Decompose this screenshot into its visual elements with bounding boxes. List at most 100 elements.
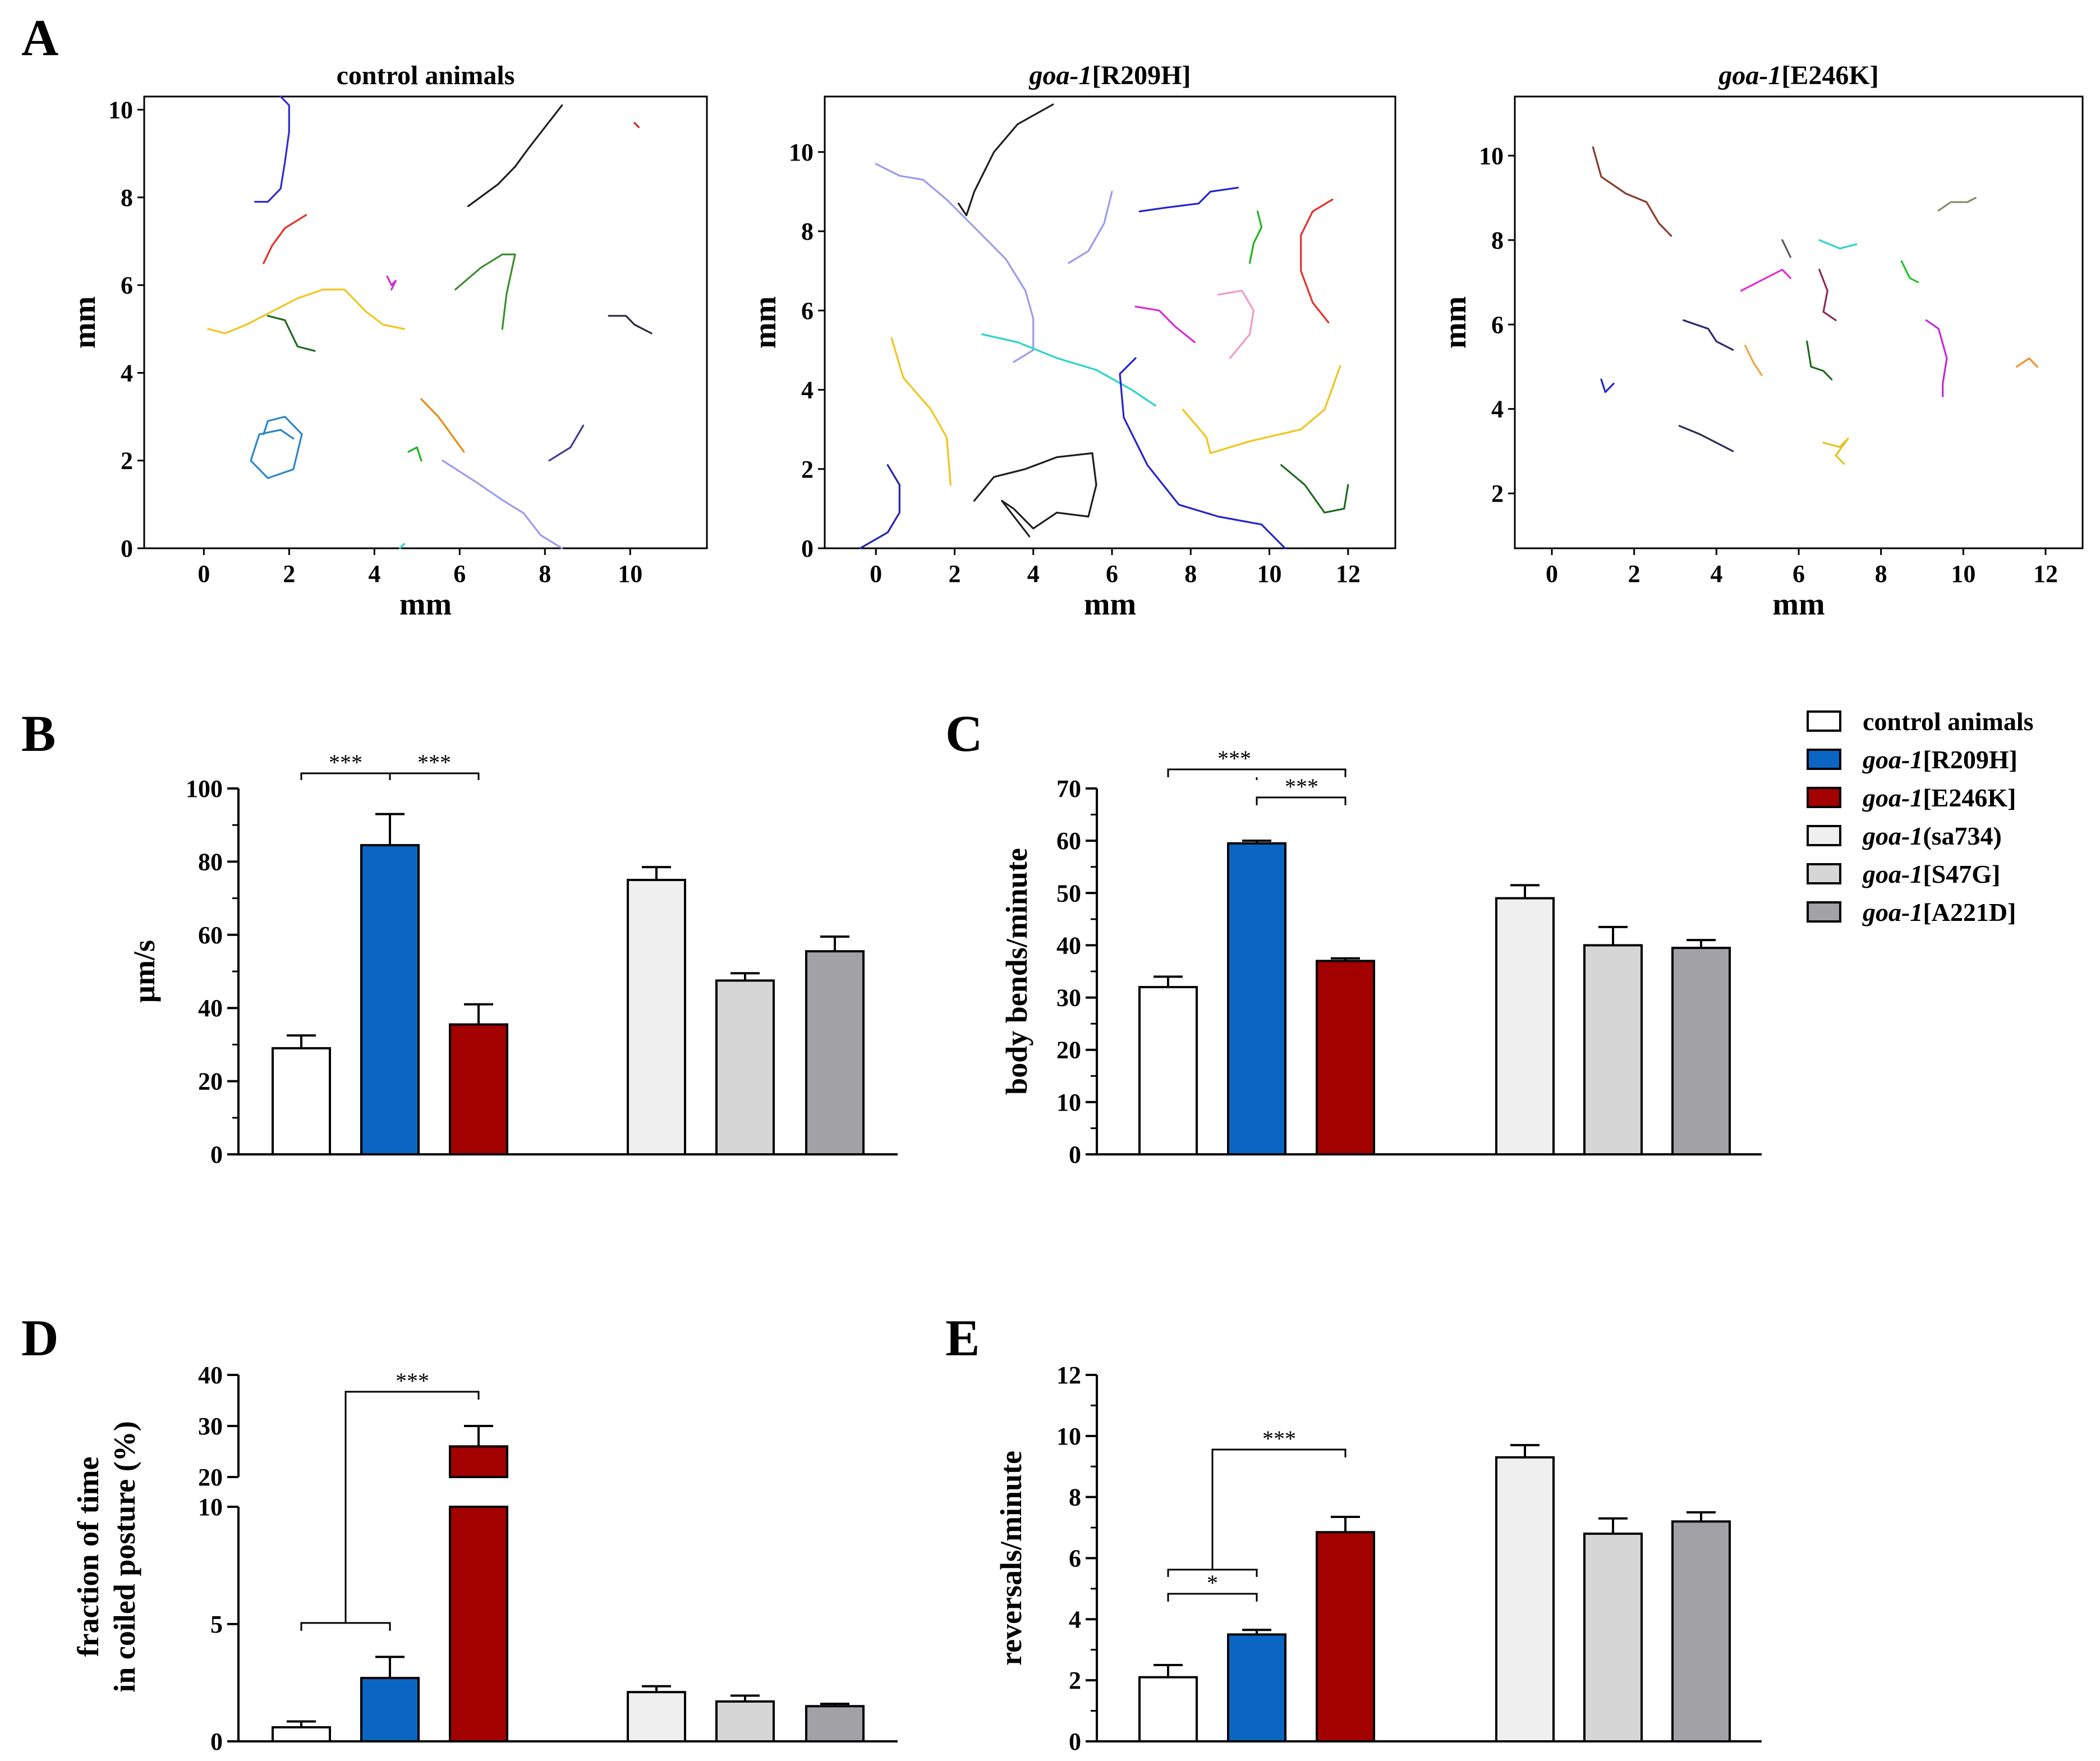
legend-label-allele: [E246K] — [1923, 783, 2016, 812]
y-tick-label: 2 — [1491, 480, 1504, 507]
panel-letter-e: E — [945, 1309, 980, 1366]
legend-item-S47G: goa-1[S47G] — [1807, 860, 2000, 888]
legend-label-allele: [A221D] — [1923, 898, 2016, 927]
worm-track — [548, 424, 585, 462]
bar-S47G — [1583, 944, 1643, 1156]
bar-A221D — [1671, 1520, 1731, 1742]
x-tick-label: 0 — [1546, 560, 1558, 588]
significance-bracket — [1167, 1593, 1258, 1602]
y-axis-label: mm — [1438, 296, 1473, 348]
legend-label-allele: (sa734) — [1923, 822, 2002, 850]
y-tick-label: 100 — [186, 775, 223, 802]
legend-label-allele: [S47G] — [1923, 860, 2000, 888]
y-tick-label: 6 — [1491, 311, 1504, 338]
y-tick-label: 4 — [801, 377, 814, 404]
worm-track — [1119, 357, 1286, 549]
y-tick-label: 4 — [1491, 396, 1504, 423]
plot-frame — [143, 95, 708, 549]
worm-track — [1822, 437, 1849, 465]
legend-label: goa-1[A221D] — [1862, 898, 2016, 927]
y-axis-label: reversals/minute — [994, 1451, 1028, 1666]
y-tick-label: 0 — [210, 1141, 223, 1168]
y-tick-label: 2 — [121, 447, 133, 475]
legend-label-allele: [R209H] — [1923, 745, 2018, 774]
worm-track — [981, 333, 1156, 407]
panel-letter-c: C — [945, 705, 982, 762]
y-tick-label: 4 — [1069, 1606, 1081, 1633]
y-tick-label: 10 — [108, 96, 133, 123]
y-tick-label: 2 — [801, 456, 814, 483]
y-tick-label: 10 — [1479, 142, 1504, 169]
worm-track — [1134, 305, 1196, 343]
x-axis-label: mm — [399, 587, 452, 622]
y-tick-label: 60 — [1056, 827, 1081, 855]
legend-swatch-S47G — [1807, 863, 1841, 884]
y-tick-label: 8 — [801, 218, 814, 245]
significance-bracket — [300, 1622, 391, 1631]
bar-sa734 — [627, 879, 686, 1155]
bar-R209H — [1227, 1633, 1286, 1743]
y-axis-label: mm — [748, 296, 783, 348]
y-axis-label-line2: in coiled posture (%) — [108, 1421, 141, 1693]
y-tick-label: 12 — [1056, 1361, 1081, 1389]
y-tick-label: 4 — [121, 359, 133, 387]
worm-track — [250, 415, 303, 479]
plot-title-gene: goa-1 — [1029, 61, 1092, 90]
bar-sa734 — [1495, 897, 1555, 1155]
x-tick-label: 8 — [1875, 560, 1887, 588]
bar-chart-C: 0 10 20 30 40 50 60 70 body bends/minute *** *** — [1000, 746, 1762, 1168]
worm-track — [1740, 268, 1791, 292]
bar-S47G — [1583, 1532, 1643, 1742]
worm-track — [420, 398, 465, 453]
x-tick-label: 4 — [1027, 560, 1040, 588]
significance-label: * — [1207, 1570, 1218, 1595]
legend-item-sa734: goa-1(sa734) — [1807, 822, 2002, 850]
plot-title: goa-1[R209H] — [1029, 61, 1191, 90]
x-tick-label: 2 — [948, 560, 961, 588]
y-tick-label: 80 — [198, 848, 223, 875]
y-tick-label: 40 — [198, 1361, 223, 1389]
worm-track — [1248, 210, 1263, 264]
worm-track — [957, 103, 1054, 217]
worm-track — [1806, 340, 1833, 380]
worm-track — [407, 446, 422, 462]
worm-track — [467, 104, 563, 207]
y-tick-label: 70 — [1056, 775, 1081, 802]
x-tick-label: 12 — [2033, 560, 2058, 588]
bar-E246K — [1316, 960, 1375, 1156]
plot-title-gene: goa-1 — [1718, 61, 1781, 90]
x-tick-label: 10 — [1257, 560, 1282, 588]
legend: control animalsgoa-1[R209H]goa-1[E246K]g… — [1807, 707, 2034, 927]
worm-track — [399, 543, 406, 549]
plot-frame — [1514, 95, 2084, 549]
bar-control — [1138, 985, 1198, 1155]
worm-track — [608, 315, 652, 334]
y-tick-label: 6 — [1069, 1545, 1081, 1572]
worm-track — [1068, 190, 1113, 264]
legend-label-gene: goa-1 — [1862, 822, 1923, 850]
y-tick-label: 30 — [198, 1413, 223, 1440]
y-axis-label: µm/s — [127, 940, 161, 1003]
x-tick-label: 2 — [283, 560, 295, 588]
significance-label: *** — [396, 1368, 429, 1393]
y-tick-label: 2 — [1069, 1667, 1081, 1694]
worm-track — [1781, 239, 1791, 258]
y-tick-label: 0 — [1069, 1728, 1081, 1755]
significance-bracket — [1256, 796, 1347, 805]
legend-label: goa-1[S47G] — [1862, 860, 2000, 888]
plot-title: control animals — [337, 61, 515, 90]
significance-label: *** — [329, 750, 362, 775]
worm-track — [1138, 186, 1239, 213]
plot-title: goa-1[E246K] — [1718, 61, 1878, 90]
bar-control — [272, 1726, 331, 1742]
bar-A221D — [805, 1705, 865, 1743]
legend-label-gene: goa-1 — [1862, 783, 1923, 812]
x-tick-label: 0 — [870, 560, 882, 588]
worm-track — [1818, 239, 1858, 250]
x-axis-label: mm — [1084, 587, 1136, 622]
legend-swatch-R209H — [1807, 749, 1841, 770]
significance-label: *** — [1262, 1426, 1296, 1451]
y-axis-label: mm — [67, 296, 102, 348]
